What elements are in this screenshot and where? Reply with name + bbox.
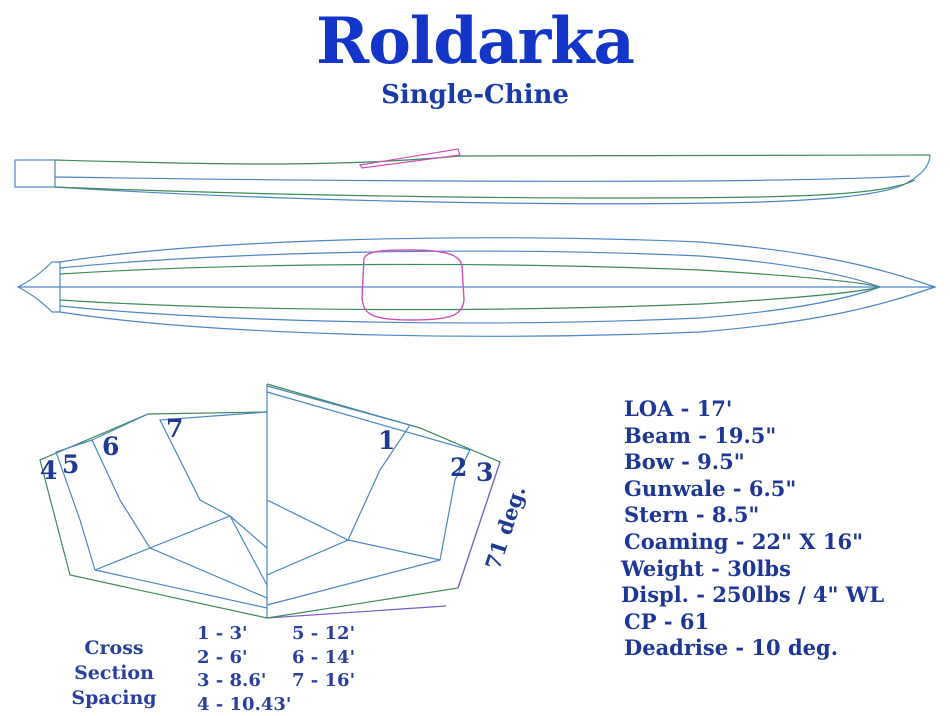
station-label-6: 6 — [102, 434, 119, 459]
spec-weight: Weight - 30lbs — [621, 556, 884, 583]
spec-gunwale: Gunwale - 6.5" — [624, 476, 884, 503]
spacing-list-left: 1 - 3' 2 - 6' 3 - 8.6' 4 - 10.43' — [197, 622, 291, 716]
section-outer-right — [267, 384, 500, 618]
station-label-4: 4 — [40, 458, 57, 483]
profile-sheer-line — [55, 155, 930, 164]
spec-coaming: Coaming - 22" X 16" — [624, 529, 884, 556]
spec-bow: Bow - 9.5" — [624, 449, 884, 476]
spacing-item: 6 - 14' — [292, 646, 355, 670]
spec-stern: Stern - 8.5" — [624, 502, 884, 529]
cross-section-label-line1: Cross Section — [44, 636, 184, 686]
station-label-3: 3 — [476, 460, 493, 485]
spec-cp: CP - 61 — [624, 609, 884, 636]
station-label-2: 2 — [450, 455, 467, 480]
spacing-list-right: 5 - 12' 6 - 14' 7 - 16' — [292, 622, 355, 693]
section-1-right — [267, 386, 410, 575]
profile-view — [15, 149, 930, 204]
section-5-left — [56, 440, 267, 608]
profile-chine-line — [55, 180, 915, 198]
profile-stern-block — [15, 160, 55, 187]
station-label-1: 1 — [378, 428, 395, 453]
page-title: Roldarka — [0, 4, 950, 79]
station-label-5: 5 — [62, 452, 79, 477]
plan-view — [18, 238, 935, 337]
profile-coaming — [360, 149, 460, 168]
spacing-item: 5 - 12' — [292, 622, 355, 646]
spacing-item: 7 - 16' — [292, 669, 355, 693]
spacing-item: 4 - 10.43' — [197, 693, 291, 716]
spacing-item: 2 - 6' — [197, 646, 291, 670]
page-subtitle: Single-Chine — [0, 80, 950, 110]
profile-gunwale-line — [55, 176, 910, 181]
cross-section-label: Cross Section Spacing — [44, 636, 184, 711]
spec-deadrise: Deadrise - 10 deg. — [624, 635, 884, 662]
section-outer-left — [40, 412, 267, 618]
spacing-item: 3 - 8.6' — [197, 669, 291, 693]
cross-section-label-line2: Spacing — [44, 686, 184, 711]
station-label-7: 7 — [166, 416, 183, 441]
section-2-right — [267, 392, 470, 605]
spec-beam: Beam - 19.5" — [624, 423, 884, 450]
spacing-item: 1 - 3' — [197, 622, 291, 646]
section-inner-right — [267, 500, 440, 560]
spec-list: LOA - 17' Beam - 19.5" Bow - 9.5" Gunwal… — [624, 396, 884, 662]
spec-loa: LOA - 17' — [624, 396, 884, 423]
body-baseline — [267, 606, 446, 618]
body-plan — [40, 384, 500, 618]
spec-displacement: Displ. - 250lbs / 4" WL — [621, 582, 884, 609]
